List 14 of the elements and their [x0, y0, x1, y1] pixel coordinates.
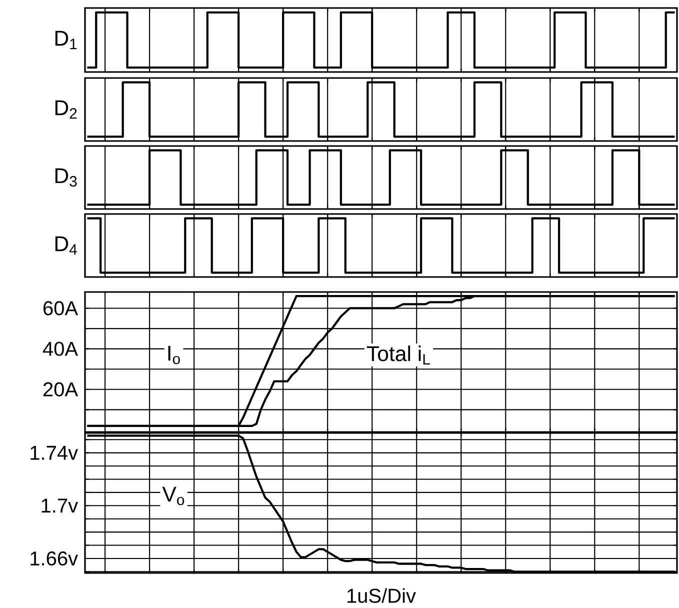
y-tick-label: 20A	[43, 382, 78, 396]
y-tick-label: 1.7v	[42, 498, 78, 513]
text: V$_{o}$	[162, 486, 184, 506]
y-tick-label: 1.74v	[30, 446, 78, 460]
y-axis-title: D$_{3}$	[55, 168, 77, 187]
x-axis-title: 1uS/Div	[348, 588, 416, 603]
y-axis-title: D$_{1}$	[55, 30, 77, 50]
y-tick-label: 1.66v	[30, 551, 78, 566]
y-tick-label: 40A	[42, 342, 78, 356]
y-tick-label: 60A	[44, 301, 78, 316]
y-axis-title: D$_{2}$	[55, 100, 77, 119]
series-label: Total i$_{L}$	[366, 346, 430, 364]
y-axis-title: D$_{4}$	[55, 236, 77, 255]
text: I$_{o}$	[168, 346, 180, 364]
